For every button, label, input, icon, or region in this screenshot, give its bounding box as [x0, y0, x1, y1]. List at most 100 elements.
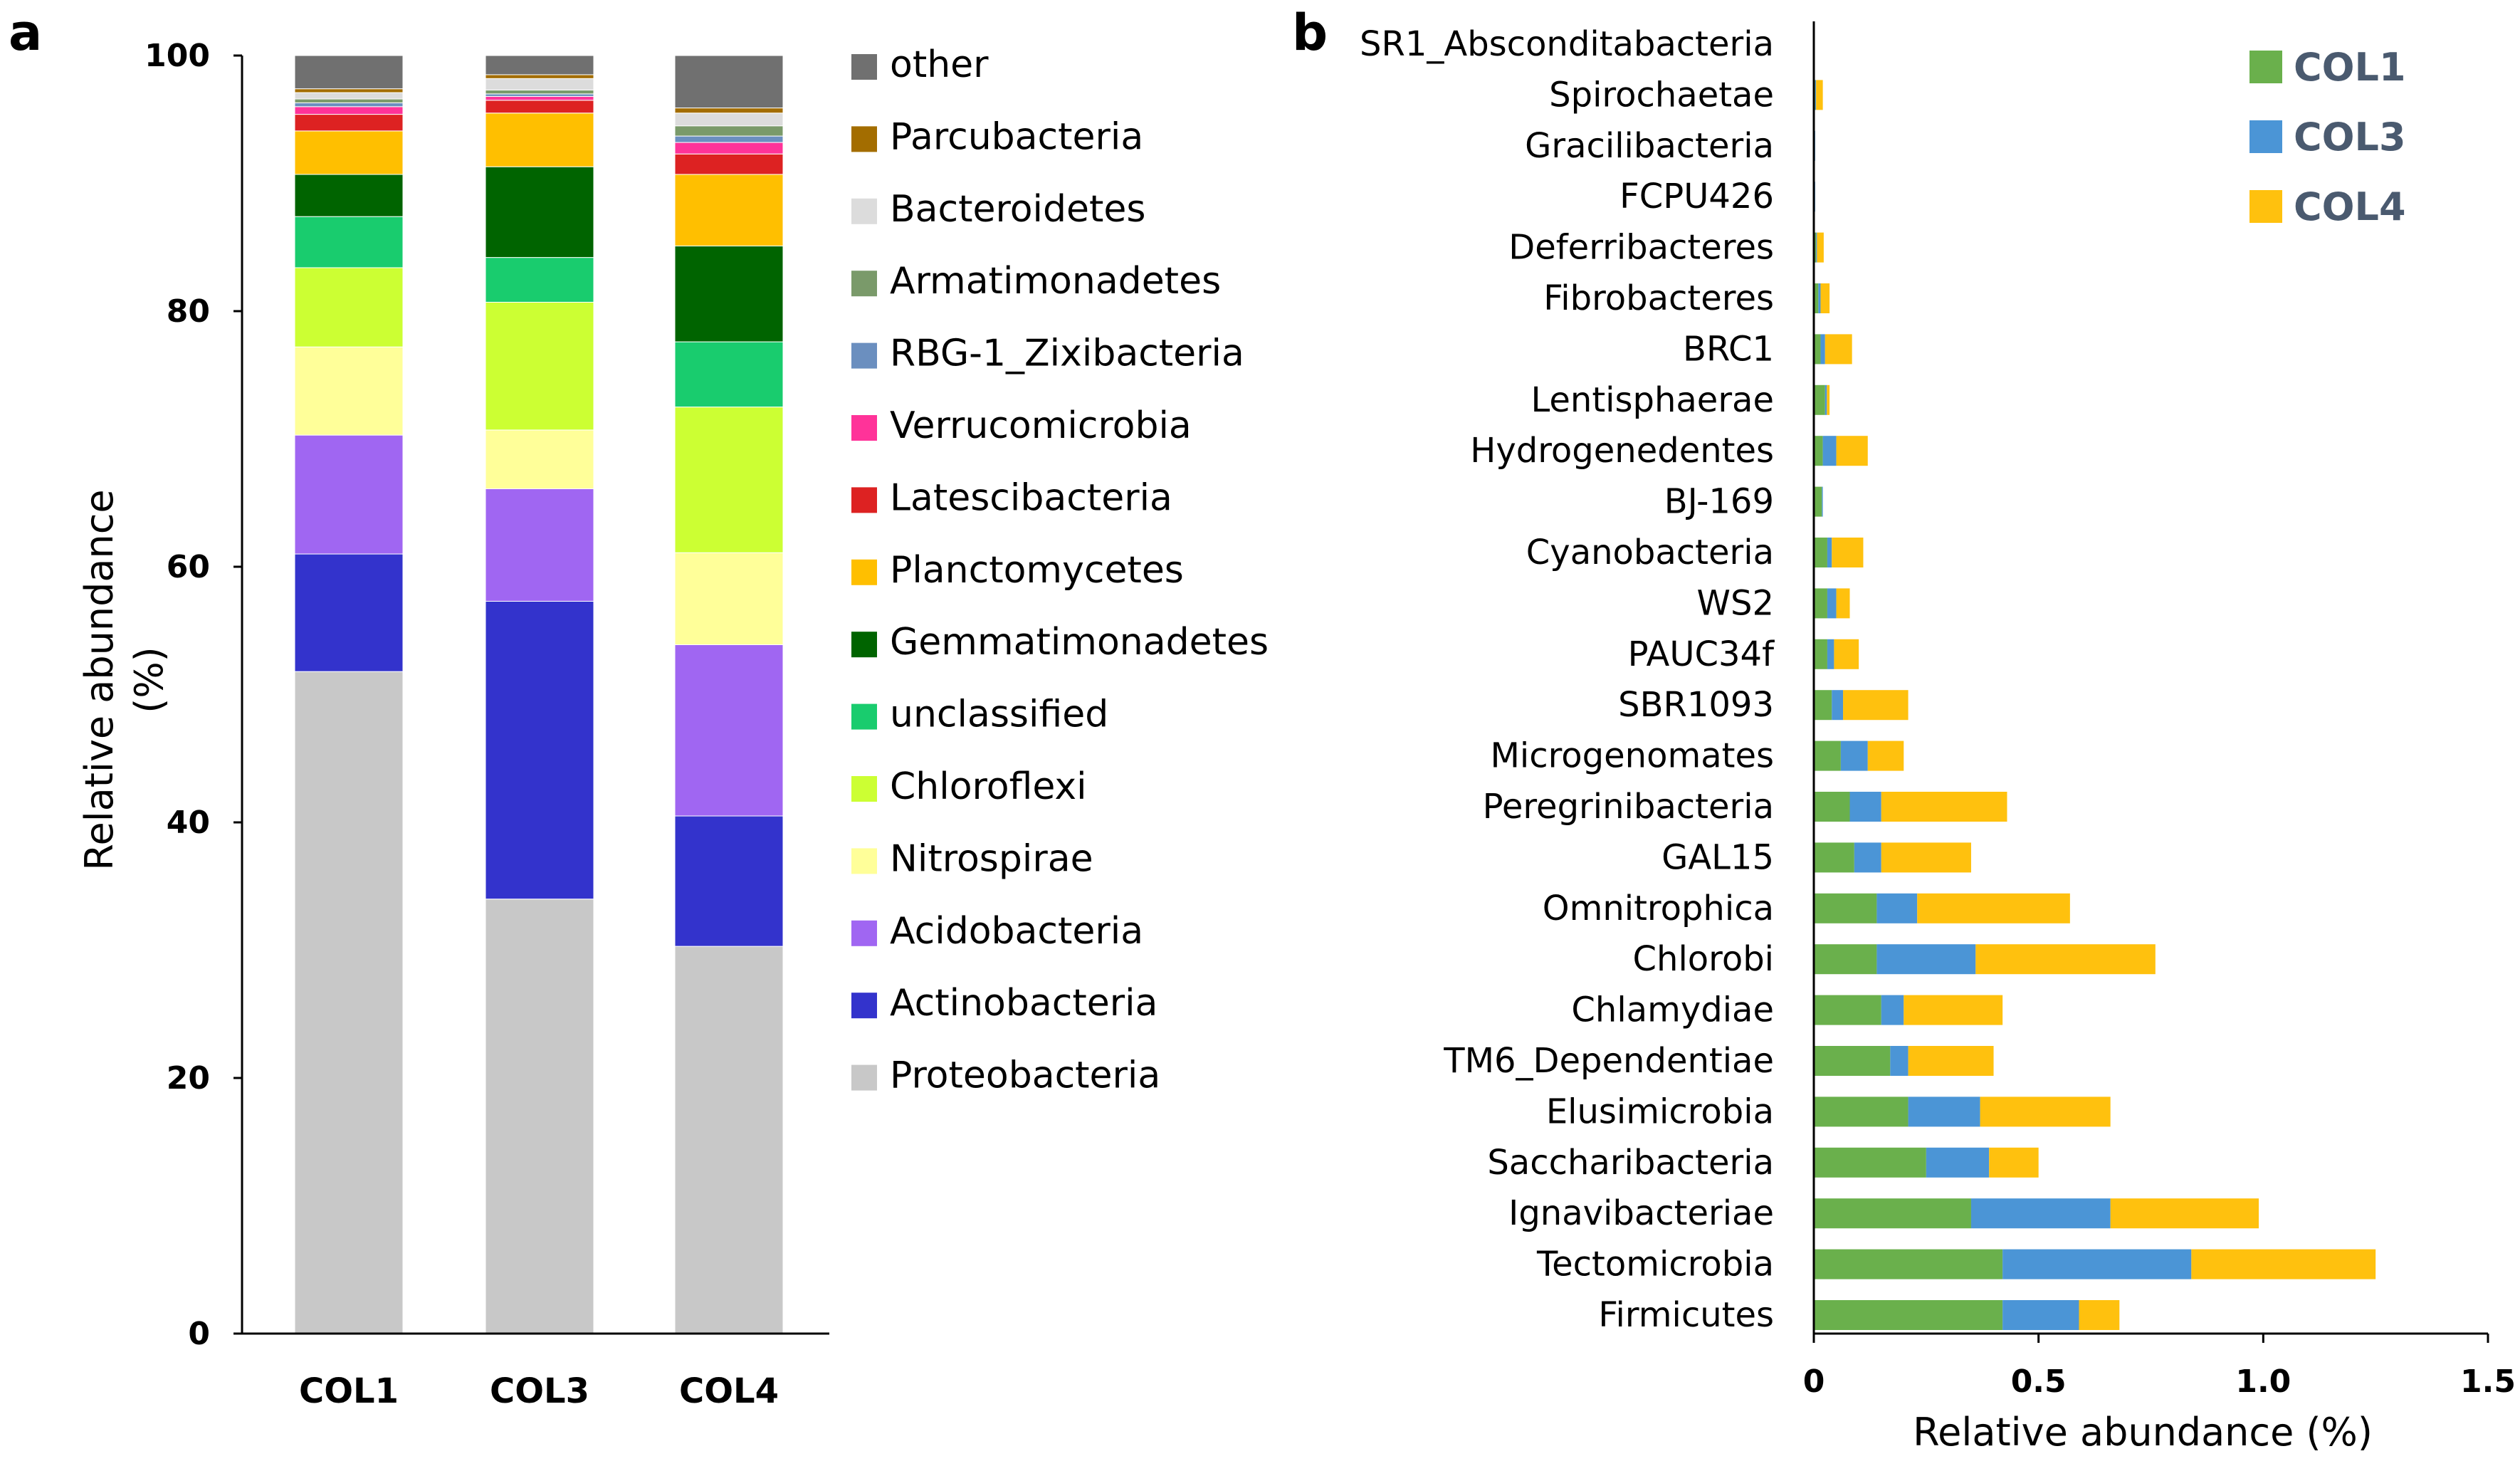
chart-a-y-tick-label: 0 [188, 1316, 210, 1352]
legend-swatch-gemmatimonadetes [851, 632, 877, 658]
bar-segment-col1-proteobacteria [294, 671, 404, 1334]
bar-segment-col1-bacteroidetes [294, 92, 404, 100]
chart-a-ylabel-unit: (%) [127, 646, 172, 713]
legend-swatch-unclassified [851, 703, 877, 730]
bar-segment-saccharibacteria-col1 [1814, 1147, 1926, 1178]
bar-segment-col1-unclassified [294, 216, 404, 268]
bar-segment-lentisphaerae-col4 [1827, 384, 1830, 415]
bar-segment-col4-rbg-1-zixibacteria [674, 135, 784, 143]
bar-segment-bj-169-col1 [1814, 486, 1822, 517]
bar-segment-col3-acidobacteria [485, 488, 594, 602]
bar-segment-microgenomates-col3 [1840, 740, 1868, 771]
bar-segment-col1-verrucomicrobia [294, 106, 404, 115]
bar-segment-col1-planctomycetes [294, 130, 404, 175]
bar-segment-col4-unclassified [674, 341, 784, 408]
chart-b-x-tick-label: 1.0 [2235, 1363, 2291, 1400]
chart-b-legend: COL1 COL3 COL4 [2249, 45, 2406, 229]
bar-segment-col4-nitrospirae [674, 552, 784, 645]
bar-segment-elusimicrobia-col4 [1980, 1096, 2111, 1127]
bar-segment-omnitrophica-col4 [1917, 893, 2070, 923]
chart-b-category-label-sbr1093: SBR1093 [1618, 685, 1774, 725]
bar-segment-ignavibacteriae-col1 [1814, 1198, 1971, 1229]
chart-b-category-label-brc1: BRC1 [1683, 329, 1774, 369]
bar-segment-col4-gemmatimonadetes [674, 245, 784, 342]
bar-segment-tectomicrobia-col4 [2191, 1249, 2376, 1279]
bar-segment-col3-verrucomicrobia [485, 95, 594, 101]
bar-segment-brc1-col4 [1825, 334, 1852, 365]
legend-label-planctomycetes: Planctomycetes [890, 549, 1184, 592]
legend-label-gemmatimonadetes: Gemmatimonadetes [890, 621, 1269, 664]
bar-segment-chlorobi-col4 [1975, 944, 2156, 975]
bar-segment-gal15-col3 [1854, 842, 1881, 873]
bar-segment-tm6-dependentiae-col4 [1908, 1046, 1994, 1076]
bar-segment-col3-latescibacteria [485, 100, 594, 114]
chart-a-y-tick-label: 80 [167, 293, 210, 330]
legend-label-armatimonadetes: Armatimonadetes [890, 260, 1221, 303]
chart-b-category-label-firmicutes: Firmicutes [1598, 1295, 1774, 1335]
legend-label-latescibacteria: Latescibacteria [890, 476, 1172, 519]
legend-swatch-acidobacteria [851, 920, 877, 946]
bar-segment-brc1-col3 [1820, 334, 1825, 365]
legend-swatch-latescibacteria [851, 487, 877, 513]
legend-swatch-col1 [2249, 51, 2282, 83]
bar-segment-cyanobacteria-col4 [1832, 538, 1864, 567]
bar-segment-hydrogenedentes-col1 [1814, 436, 1823, 466]
chart-a-x-tick-labels: COL1 COL3 COL4 [299, 1371, 779, 1411]
bar-segment-firmicutes-col3 [2002, 1300, 2079, 1330]
bar-segment-pauc34f-col1 [1814, 639, 1827, 669]
bar-segment-pauc34f-col4 [1834, 639, 1859, 669]
bar-segment-tectomicrobia-col1 [1814, 1249, 2003, 1279]
bar-segment-col4-verrucomicrobia [674, 142, 784, 155]
bar-segment-microgenomates-col4 [1867, 740, 1904, 771]
bar-segment-lentisphaerae-col3 [1825, 384, 1827, 415]
chart-b-category-label-saccharibacteria: Saccharibacteria [1487, 1143, 1774, 1183]
legend-label-verrucomicrobia: Verrucomicrobia [890, 404, 1192, 447]
bar-segment-col3-planctomycetes [485, 112, 594, 167]
panel-b-label: b [1292, 4, 1328, 62]
legend-swatch-proteobacteria [851, 1064, 877, 1091]
bar-segment-deferribacteres-col1 [1814, 232, 1817, 263]
legend-label-chloroflexi: Chloroflexi [890, 765, 1087, 808]
chart-b-category-label-peregrinibacteria: Peregrinibacteria [1483, 787, 1774, 827]
chart-b-category-label-gracilibacteria: Gracilibacteria [1525, 126, 1774, 166]
chart-b-category-label-omnitrophica: Omnitrophica [1543, 889, 1774, 928]
chart-b-category-labels: SR1_Absconditabacteria Spirochaetae Gracil… [1360, 24, 1775, 1335]
bar-segment-col4-proteobacteria [674, 946, 784, 1334]
bar-segment-col4-other [674, 55, 784, 109]
chart-a-y-tick-label: 100 [145, 38, 210, 74]
chart-b-category-label-fcpu426: FCPU426 [1619, 177, 1774, 216]
chart-b-category-label-deferribacteres: Deferribacteres [1508, 228, 1774, 268]
legend-label-col4: COL4 [2294, 184, 2406, 229]
chart-b-category-label-hydrogenedentes: Hydrogenedentes [1470, 431, 1774, 471]
bar-segment-cyanobacteria-col3 [1827, 538, 1832, 567]
bar-segment-col4-parcubacteria [674, 108, 784, 114]
chart-b-category-label-sr1-absconditabacteria: SR1_Absconditabacteria [1360, 24, 1774, 64]
chart-b-category-label-lentisphaerae: Lentisphaerae [1531, 380, 1774, 420]
legend-swatch-col4 [2249, 190, 2282, 223]
bar-segment-ws2-col1 [1814, 588, 1827, 619]
legend-swatch-col3 [2249, 120, 2282, 153]
bar-segment-deferribacteres-col4 [1817, 232, 1824, 263]
legend-swatch-other [851, 54, 877, 80]
bar-segment-tm6-dependentiae-col3 [1890, 1046, 1909, 1076]
legend-label-bacteroidetes: Bacteroidetes [890, 188, 1145, 231]
bar-segment-col3-actinobacteria [485, 600, 594, 900]
stacked-bar-chart-a: 0 20 40 60 80 100 COL1 COL3 COL4 Relative abund… [77, 38, 1269, 1411]
chart-a-y-tick-label: 60 [167, 549, 210, 585]
bar-segment-spirochaetae-col3 [1815, 80, 1817, 110]
bar-segment-ignavibacteriae-col4 [2110, 1198, 2259, 1229]
bar-segment-omnitrophica-col3 [1876, 893, 1918, 923]
bar-segment-spirochaetae-col4 [1816, 80, 1823, 110]
chart-b-category-label-ws2: WS2 [1697, 583, 1774, 623]
bar-segment-col1-nitrospirae [294, 346, 404, 436]
bar-segment-fibrobacteres-col3 [1818, 283, 1821, 313]
bar-segment-microgenomates-col1 [1814, 740, 1841, 771]
chart-b-x-ticks: 0 0.5 1.0 1.5 [1803, 1334, 2516, 1400]
chart-a-y-tick-label: 40 [167, 805, 210, 841]
bar-segment-col3-bacteroidetes [485, 78, 594, 90]
bar-segment-pauc34f-col3 [1827, 639, 1834, 669]
bar-segment-fibrobacteres-col1 [1814, 283, 1819, 313]
chart-b-category-label-cyanobacteria: Cyanobacteria [1526, 533, 1774, 572]
chart-a-x-tick-label-col4: COL4 [679, 1371, 779, 1411]
legend-label-nitrospirae: Nitrospirae [890, 837, 1093, 880]
